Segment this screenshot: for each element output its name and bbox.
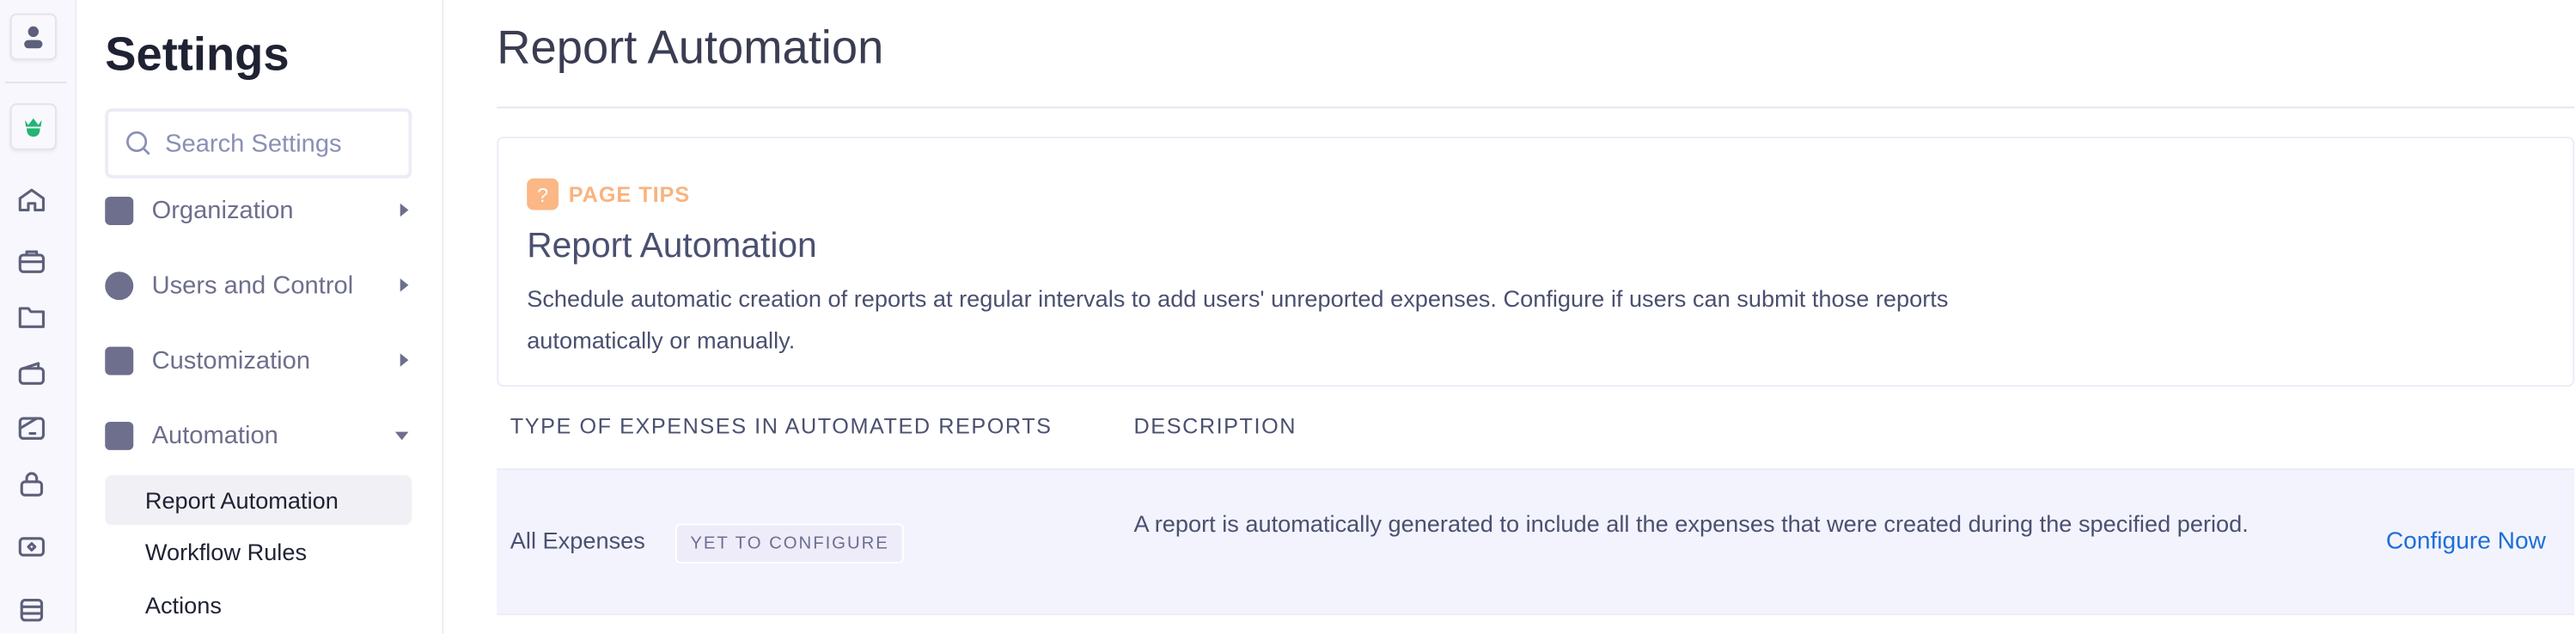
caret-right-icon bbox=[400, 203, 409, 217]
building-icon bbox=[105, 196, 134, 224]
sub-item-report-automation[interactable]: Report Automation bbox=[105, 475, 412, 526]
caret-down-icon bbox=[394, 430, 409, 440]
app-rail bbox=[0, 0, 77, 634]
sub-item-actions[interactable]: Actions bbox=[144, 591, 222, 619]
page-title: Report Automation bbox=[497, 21, 884, 74]
wallet-icon[interactable] bbox=[16, 358, 46, 388]
caret-right-icon bbox=[400, 353, 409, 367]
profile-button[interactable] bbox=[9, 13, 57, 60]
row-description: A report is automatically generated to i… bbox=[1133, 509, 2249, 537]
nav-users-and-control[interactable]: Users and Control bbox=[105, 260, 412, 310]
search-placeholder: Search Settings bbox=[165, 129, 342, 158]
nav-customization[interactable]: Customization bbox=[105, 335, 412, 385]
configure-now-link[interactable]: Configure Now bbox=[2385, 528, 2546, 556]
settings-title: Settings bbox=[105, 27, 290, 81]
search-settings-input[interactable]: Search Settings bbox=[105, 108, 412, 179]
nav-label: Customization bbox=[151, 345, 311, 375]
divider bbox=[4, 82, 67, 84]
receipt-icon[interactable] bbox=[16, 413, 46, 443]
user-icon bbox=[24, 26, 43, 49]
tips-text: Schedule automatic creation of reports a… bbox=[527, 284, 1949, 354]
column-header-type: TYPE OF EXPENSES IN AUTOMATED REPORTS bbox=[510, 413, 1053, 439]
expense-type: All Expenses bbox=[510, 527, 645, 554]
search-icon bbox=[126, 131, 150, 155]
table-row: All Expenses YET TO CONFIGURE A report i… bbox=[497, 468, 2575, 616]
user-circle-icon bbox=[105, 271, 134, 300]
nav-automation[interactable]: Automation bbox=[105, 410, 412, 460]
crown-logo-icon bbox=[25, 118, 42, 137]
folder-icon[interactable] bbox=[16, 302, 46, 332]
settings-panel: Settings Search Settings Organization Us… bbox=[76, 0, 444, 634]
card-icon[interactable] bbox=[16, 595, 46, 625]
page-tips-tag: ? PAGE TIPS bbox=[527, 178, 691, 210]
briefcase-icon[interactable] bbox=[16, 247, 46, 277]
robot-icon bbox=[105, 420, 134, 449]
divider bbox=[497, 107, 2575, 109]
page-tips-label: PAGE TIPS bbox=[568, 181, 691, 207]
status-badge: YET TO CONFIGURE bbox=[675, 523, 905, 564]
bag-icon[interactable] bbox=[16, 470, 46, 500]
nav-organization[interactable]: Organization bbox=[105, 185, 412, 235]
nav-label: Organization bbox=[151, 196, 294, 224]
tips-heading: Report Automation bbox=[527, 226, 817, 265]
sub-item-workflow-rules[interactable]: Workflow Rules bbox=[144, 538, 308, 565]
sliders-icon bbox=[105, 345, 134, 375]
brand-button[interactable] bbox=[9, 103, 57, 150]
home-icon[interactable] bbox=[16, 185, 46, 215]
question-icon: ? bbox=[527, 178, 559, 210]
page-tips-card: ? PAGE TIPS Report Automation Schedule a… bbox=[497, 137, 2575, 387]
nav-label: Users and Control bbox=[151, 271, 354, 300]
column-header-description: DESCRIPTION bbox=[1133, 413, 1297, 439]
money-icon[interactable] bbox=[16, 532, 46, 562]
nav-label: Automation bbox=[151, 420, 278, 449]
caret-right-icon bbox=[400, 278, 409, 292]
